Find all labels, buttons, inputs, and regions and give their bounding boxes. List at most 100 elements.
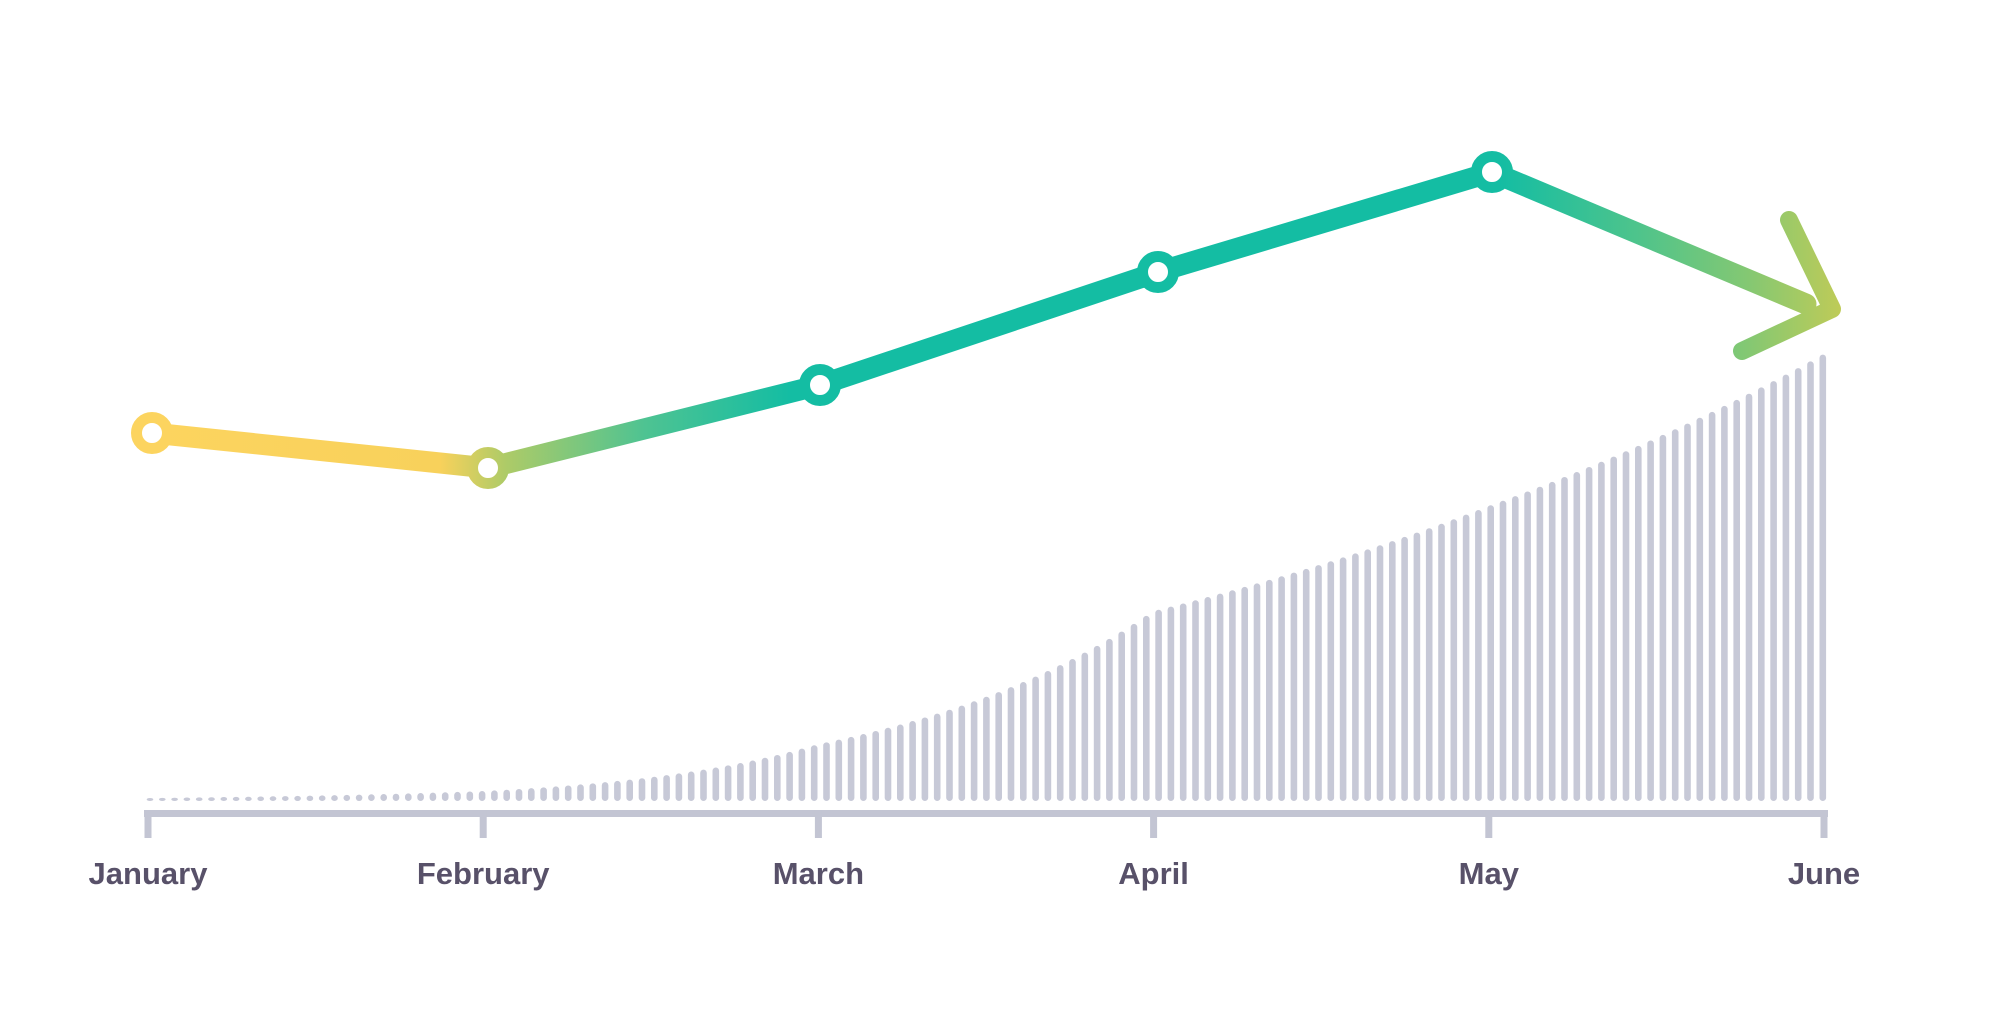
area-bar — [933, 713, 941, 801]
area-bar — [1487, 505, 1494, 801]
area-bar — [663, 775, 670, 801]
area-bar — [897, 724, 904, 801]
area-bar — [1204, 596, 1212, 801]
area-bar — [1032, 676, 1039, 801]
area-bar — [294, 795, 301, 801]
area-bar — [1499, 500, 1507, 801]
area-bar — [823, 742, 830, 801]
area-bar — [921, 717, 929, 801]
area-bar — [1794, 368, 1802, 801]
area-bar — [1696, 417, 1704, 801]
area-bar — [847, 736, 855, 801]
area-bar — [1302, 568, 1310, 801]
area-bar — [983, 696, 990, 801]
area-bar — [1253, 583, 1261, 801]
area-bar — [712, 767, 720, 801]
area-bar — [884, 727, 892, 801]
area-bar — [786, 751, 793, 801]
x-axis-tick — [144, 810, 152, 838]
area-bar — [995, 692, 1002, 801]
area-bar — [835, 739, 843, 801]
area-bar — [970, 701, 978, 801]
area-bar — [417, 793, 424, 801]
x-axis — [144, 810, 1828, 838]
area-bar — [1684, 423, 1691, 801]
area-bar — [737, 762, 744, 801]
area-bar — [1155, 609, 1162, 801]
area-bar — [761, 757, 769, 801]
area-bar — [1056, 665, 1064, 801]
area-bar — [1229, 590, 1236, 801]
month-labels: January February March April May June — [89, 856, 1861, 891]
area-series — [146, 354, 1827, 801]
area-bar — [269, 796, 277, 801]
area-bar — [1450, 519, 1458, 801]
area-bar — [1512, 496, 1519, 801]
area-bar — [478, 791, 486, 801]
month-label: April — [1118, 856, 1189, 891]
area-bar — [1782, 374, 1790, 801]
x-axis-tick — [1485, 810, 1493, 838]
area-bar — [220, 797, 228, 801]
data-point-marker — [131, 412, 173, 454]
month-label: February — [417, 856, 550, 891]
month-label: May — [1459, 856, 1520, 891]
area-bar — [306, 795, 314, 801]
area-bar — [564, 785, 572, 801]
area-bar — [909, 721, 916, 801]
area-bar — [638, 778, 646, 801]
area-bar — [810, 745, 818, 801]
area-bar — [1315, 565, 1322, 801]
month-label: March — [773, 856, 864, 891]
data-point-marker — [467, 447, 509, 489]
trend-line-path — [141, 161, 1817, 479]
x-axis-baseline — [144, 810, 1828, 817]
area-bar — [601, 782, 609, 801]
area-bar — [1179, 603, 1187, 801]
area-bar — [429, 792, 437, 801]
area-bar — [1671, 429, 1679, 801]
area-bar — [1647, 440, 1654, 801]
x-axis-tick — [479, 810, 487, 838]
area-bar — [1425, 528, 1433, 801]
area-bar — [1462, 514, 1470, 801]
month-label: January — [89, 856, 209, 891]
area-bar — [171, 797, 178, 801]
area-bar — [1118, 631, 1125, 801]
area-bar — [1475, 510, 1482, 801]
area-bar — [1364, 549, 1371, 801]
area-bar — [552, 786, 560, 801]
area-bar — [651, 776, 658, 801]
area-bar — [946, 709, 953, 801]
area-bar — [380, 794, 387, 801]
area-bar — [1548, 481, 1556, 801]
area-bar — [540, 787, 547, 801]
area-bar — [1733, 399, 1740, 801]
area-bar — [392, 793, 400, 801]
area-bar — [232, 796, 240, 801]
area-bar — [1389, 541, 1396, 801]
area-bar — [1524, 491, 1531, 801]
data-point-marker — [1471, 151, 1513, 193]
area-bar — [1216, 593, 1224, 801]
area-bar — [1339, 557, 1347, 801]
area-bar — [1745, 393, 1753, 801]
area-bar — [441, 792, 449, 801]
area-bar — [1573, 471, 1581, 801]
area-bar — [774, 754, 781, 801]
area-bar — [1770, 381, 1777, 801]
area-bar — [1622, 451, 1630, 801]
marker-group — [131, 151, 1513, 489]
data-point-marker — [799, 364, 841, 406]
area-bar — [1758, 387, 1765, 801]
area-bar — [1819, 354, 1827, 801]
area-bar — [589, 783, 597, 801]
area-bar — [405, 793, 412, 801]
area-bar — [749, 760, 756, 801]
data-point-marker — [1137, 251, 1179, 293]
area-bar — [331, 795, 338, 801]
area-bar — [1143, 615, 1150, 801]
area-bar — [1561, 476, 1568, 801]
